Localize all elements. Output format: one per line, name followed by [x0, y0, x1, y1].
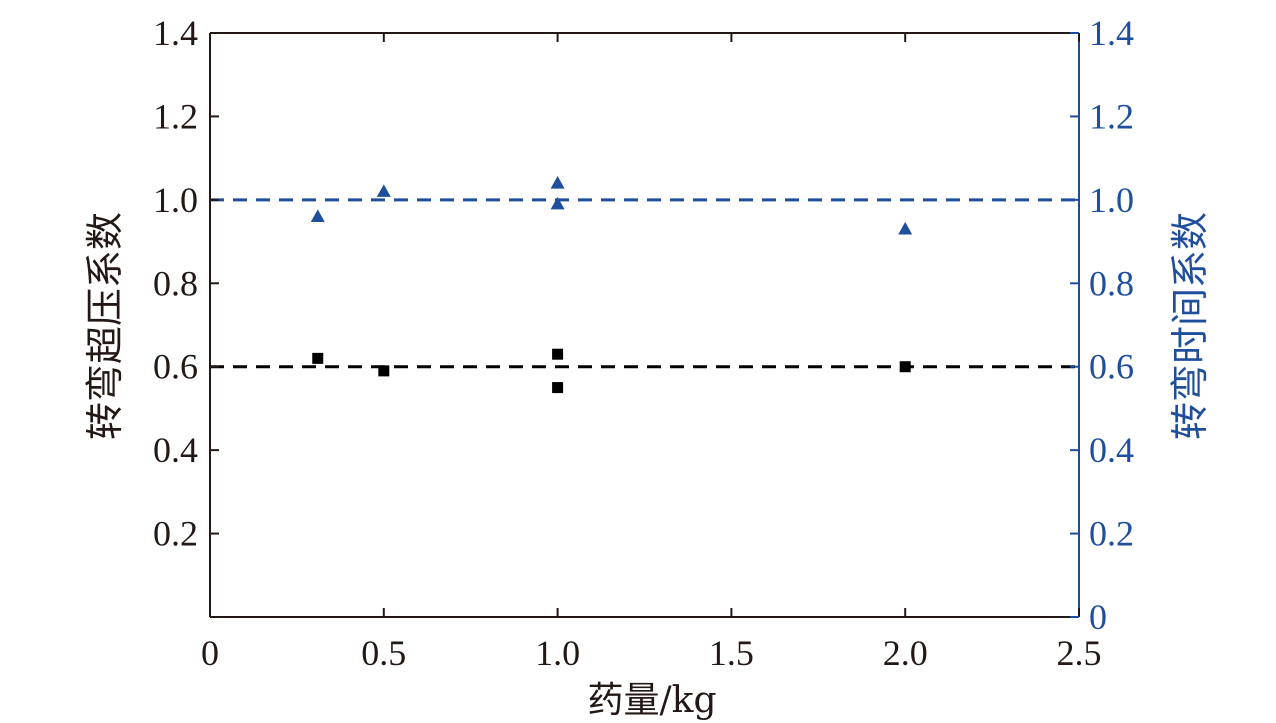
triangle-point [550, 196, 565, 210]
plot-frame [209, 32, 1080, 618]
right-y-tick-label: 1.2 [1089, 96, 1134, 136]
right-y-tick-label: 0 [1089, 597, 1107, 637]
right-y-tick-label: 0.2 [1089, 514, 1134, 554]
left-y-tick-label: 0.8 [153, 263, 198, 303]
triangle-point [898, 221, 913, 235]
right-y-tick-label: 1.4 [1089, 13, 1134, 53]
x-tick-label: 1.5 [709, 633, 754, 673]
left-y-tick-label: 0.6 [153, 347, 198, 387]
x-tick-label: 2.0 [883, 633, 928, 673]
triangle-point [310, 209, 325, 222]
tick-marks [209, 32, 1080, 618]
left-y-tick-label: 0.2 [153, 514, 198, 554]
right-y-tick-label: 0.4 [1089, 430, 1134, 470]
left-y-tick-label: 0.4 [153, 430, 198, 470]
triangle-point [550, 175, 565, 189]
x-tick-label: 1.0 [535, 633, 580, 673]
left-y-axis-label: 转弯超压系数 [83, 212, 127, 440]
triangle-point [376, 184, 391, 197]
right-y-tick-label: 1.0 [1089, 180, 1134, 220]
square-point [899, 361, 911, 373]
x-tick-label: 2.5 [1057, 633, 1102, 673]
square-point [312, 352, 324, 364]
square-point [378, 365, 390, 377]
left-y-tick-label: 1.0 [153, 180, 198, 220]
tick-labels: 0 0.5 1.0 1.5 2.0 2.5 0.2 0.4 0.6 0.8 1.0 1.2 1.4 0 0.… [153, 13, 1134, 673]
left-y-tick-label: 1.4 [153, 13, 198, 53]
x-tick-label: 0 [201, 633, 219, 673]
x-axis-label: 药量/kg [588, 680, 717, 721]
data-points [310, 175, 913, 394]
x-tick-label: 0.5 [361, 633, 406, 673]
right-y-axis-label: 转弯时间系数 [1168, 212, 1212, 440]
square-point [552, 382, 564, 394]
reference-lines [210, 198, 1079, 369]
right-y-tick-label: 0.6 [1089, 347, 1134, 387]
left-y-tick-label: 1.2 [153, 96, 198, 136]
right-y-tick-label: 0.8 [1089, 263, 1134, 303]
square-point [552, 348, 564, 360]
